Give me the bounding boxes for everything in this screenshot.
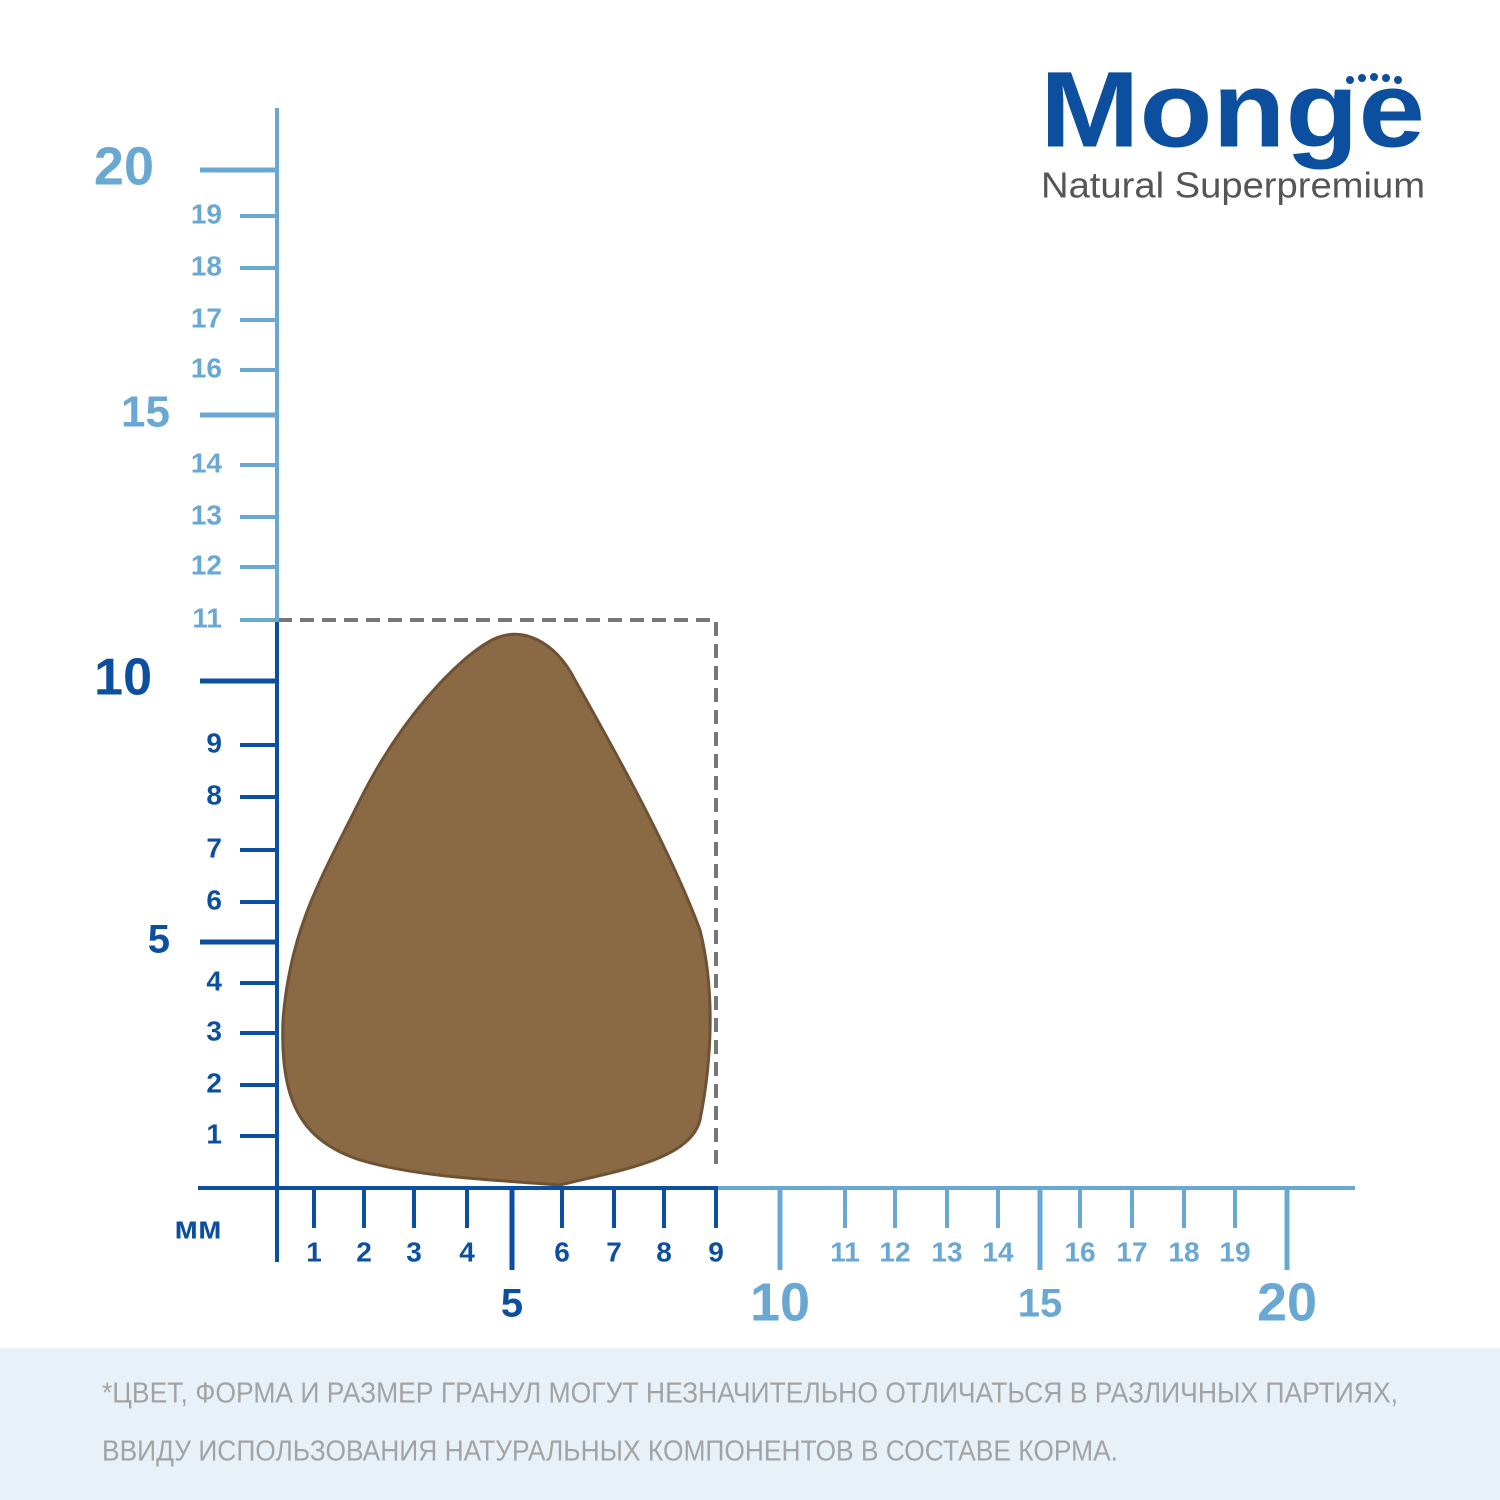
h-label-minor: 7	[606, 1236, 622, 1267]
unit-label: мм	[174, 1209, 221, 1245]
v-label-minor: 2	[206, 1067, 222, 1098]
v-label-minor: 18	[191, 250, 222, 281]
v-label-minor: 13	[191, 499, 222, 530]
h-label-minor: 1	[306, 1236, 322, 1267]
footnote-line: *ЦВЕТ, ФОРМА И РАЗМЕР ГРАНУЛ МОГУТ НЕЗНА…	[102, 1378, 1398, 1410]
h-label-minor: 2	[356, 1236, 372, 1267]
h-label-minor: 6	[554, 1236, 570, 1267]
h-label-major: 5	[501, 1282, 523, 1326]
h-label-minor: 12	[879, 1236, 910, 1267]
logo-brand: Monge	[1040, 49, 1425, 170]
v-label-minor: 19	[191, 198, 222, 229]
v-label-minor: 3	[206, 1015, 222, 1046]
dashed-bound	[278, 618, 718, 1170]
v-label-minor: 6	[206, 884, 222, 915]
h-label-major: 10	[750, 1272, 810, 1332]
h-label-minor: 11	[830, 1236, 860, 1267]
h-label-minor: 19	[1219, 1236, 1250, 1267]
v-label-major: 20	[94, 136, 154, 196]
v-label-minor: 11	[192, 602, 222, 633]
h-label-minor: 3	[406, 1236, 422, 1267]
v-label-major: 15	[121, 388, 170, 437]
footnote-line: ВВИДУ ИСПОЛЬЗОВАНИЯ НАТУРАЛЬНЫХ КОМПОНЕН…	[102, 1436, 1118, 1468]
v-label-major: 10	[94, 649, 152, 707]
h-label-minor: 9	[708, 1236, 724, 1267]
logo-tagline: Natural Superpremium	[1041, 165, 1425, 206]
h-label-minor: 14	[982, 1236, 1014, 1267]
h-label-minor: 17	[1116, 1236, 1147, 1267]
v-label-minor: 17	[191, 302, 222, 333]
h-label-minor: 16	[1064, 1236, 1095, 1267]
v-label-minor: 1	[206, 1118, 222, 1149]
v-label-major: 5	[148, 918, 170, 962]
h-label-minor: 13	[931, 1236, 962, 1267]
footnote-band	[0, 1348, 1500, 1500]
v-label-minor: 4	[206, 965, 222, 996]
kibble	[281, 632, 712, 1187]
h-label-major: 20	[1257, 1272, 1317, 1332]
v-label-minor: 7	[206, 832, 222, 863]
v-label-minor: 14	[191, 447, 223, 478]
h-label-minor: 8	[656, 1236, 672, 1267]
v-label-minor: 16	[191, 352, 222, 383]
h-label-minor: 4	[459, 1236, 475, 1267]
h-label-major: 15	[1018, 1282, 1063, 1326]
v-label-minor: 8	[206, 779, 222, 810]
logo-stars	[1346, 73, 1402, 84]
v-label-minor: 12	[191, 549, 222, 580]
v-label-minor: 9	[206, 727, 222, 758]
h-label-minor: 18	[1168, 1236, 1199, 1267]
